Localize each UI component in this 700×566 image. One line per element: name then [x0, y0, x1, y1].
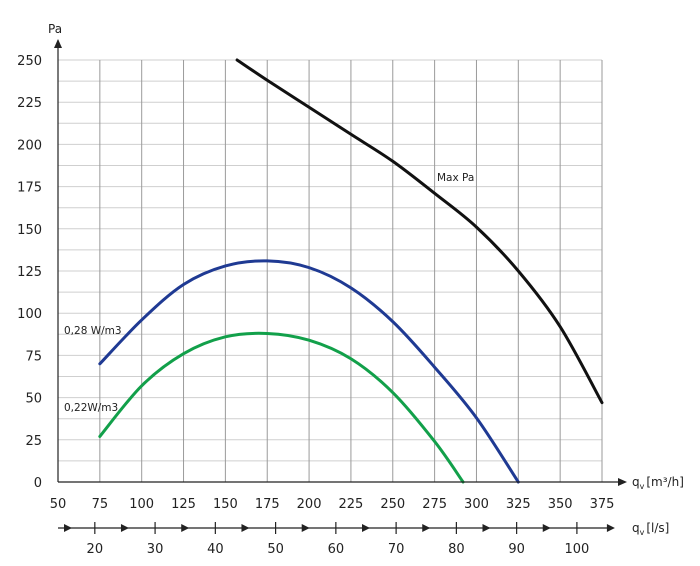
secondary-axis-arrow	[64, 524, 72, 532]
x-tick-label: 225	[339, 497, 364, 512]
secondary-tick-label: 80	[448, 542, 465, 557]
x-tick-label: 50	[50, 497, 67, 512]
secondary-tick-label: 50	[267, 542, 284, 557]
secondary-axis-arrow	[482, 524, 491, 532]
x-tick-label: 325	[506, 497, 531, 512]
secondary-tick-label: 40	[207, 542, 224, 557]
y-tick-label: 225	[17, 96, 42, 111]
x-axis-primary-unit: [m³/h]	[646, 475, 684, 489]
x-tick-label: 300	[464, 497, 489, 512]
y-axis-label: Pa	[48, 22, 62, 36]
x-axis-arrow	[618, 478, 627, 486]
y-tick-label: 25	[25, 434, 42, 449]
x-tick-label: 125	[171, 497, 196, 512]
x-tick-label: 100	[129, 497, 154, 512]
y-axis-arrow	[54, 39, 62, 48]
x-tick-label: 200	[297, 497, 322, 512]
secondary-axis-arrow	[542, 524, 551, 532]
x-axis-primary-label: qv [m³/h]	[632, 475, 684, 491]
y-tick-label: 50	[25, 392, 42, 407]
y-tick-label: 150	[17, 223, 42, 238]
y-tick-label: 100	[17, 307, 42, 322]
x-axis-primary-symbol: q	[632, 475, 640, 489]
series-line-0	[235, 58, 604, 405]
secondary-axis-arrow	[181, 524, 190, 532]
x-axis-secondary-label: qv [l/s]	[632, 521, 669, 537]
x-tick-label: 75	[92, 497, 109, 512]
secondary-tick-label: 60	[328, 542, 345, 557]
x-axis-secondary-unit: [l/s]	[646, 521, 669, 535]
secondary-axis-arrow	[301, 524, 310, 532]
x-axis-secondary-symbol: q	[632, 521, 640, 535]
secondary-axis-arrow	[422, 524, 431, 532]
series-line-1	[98, 259, 520, 484]
secondary-axis-arrow	[241, 524, 250, 532]
secondary-axis-arrow	[361, 524, 370, 532]
x-tick-label: 350	[548, 497, 573, 512]
labels: Pa qv [m³/h] qv [l/s] Max Pa 0,28 W/m3 0,2…	[48, 22, 684, 537]
y-tick-label: 200	[17, 138, 42, 153]
series-label-0-22: 0,22W/m3	[64, 402, 118, 414]
x-tick-label: 250	[380, 497, 405, 512]
series-label-0-28: 0,28 W/m3	[64, 325, 122, 337]
secondary-tick-label: 20	[87, 542, 104, 557]
x-tick-label: 150	[213, 497, 238, 512]
axes: 0 25 50 75 100 125 150 175 200 225 250 50 75 100 125 15…	[17, 39, 627, 557]
secondary-tick-label: 30	[147, 542, 164, 557]
x-tick-label: 175	[255, 497, 280, 512]
y-tick-label: 250	[17, 54, 42, 69]
x-axis-secondary-subscript: v	[640, 528, 645, 537]
series-label-max-pa: Max Pa	[437, 172, 474, 184]
secondary-tick-label: 90	[508, 542, 525, 557]
grid	[57, 59, 603, 483]
x-tick-label: 275	[422, 497, 447, 512]
series-lines	[98, 58, 604, 484]
secondary-axis-arrow	[606, 524, 615, 532]
secondary-tick-label: 100	[564, 542, 589, 557]
secondary-tick-label: 70	[388, 542, 405, 557]
y-tick-label: 175	[17, 181, 42, 196]
x-tick-label: 375	[590, 497, 615, 512]
secondary-axis-arrow	[120, 524, 129, 532]
y-tick-label: 75	[25, 349, 42, 364]
y-tick-label: 0	[34, 476, 42, 491]
x-axis-primary-subscript: v	[640, 482, 645, 491]
series-line-2	[98, 331, 465, 484]
y-tick-label: 125	[17, 265, 42, 280]
